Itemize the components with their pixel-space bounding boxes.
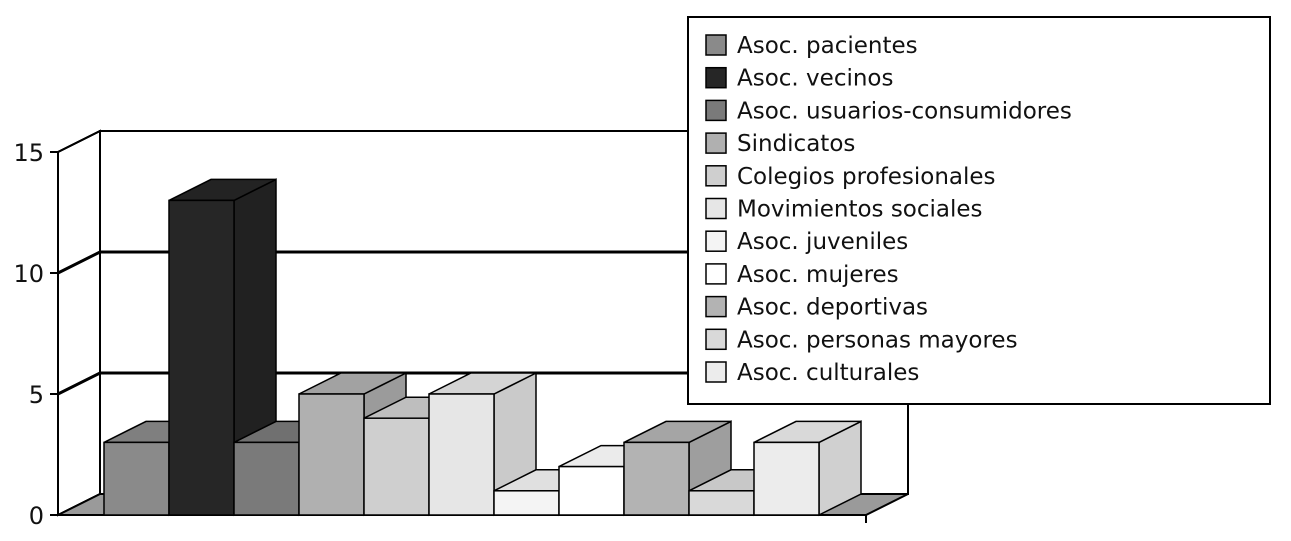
bar-front xyxy=(753,441,820,516)
legend: Asoc. pacientes Asoc. vecinos Asoc. usuari… xyxy=(687,16,1271,405)
legend-item: Asoc. culturales xyxy=(705,360,919,386)
legend-item: Asoc. deportivas xyxy=(705,295,928,321)
bar-front xyxy=(168,199,235,516)
bar-front xyxy=(558,465,625,516)
legend-label: Sindicatos xyxy=(737,131,855,157)
legend-box xyxy=(687,16,1271,405)
legend-swatch xyxy=(705,295,727,318)
legend-swatch xyxy=(705,165,727,187)
legend-label: Asoc. culturales xyxy=(737,360,919,386)
legend-item: Asoc. vecinos xyxy=(705,66,894,92)
y-tick-label: 5 xyxy=(29,381,44,409)
legend-item: Movimientos sociales xyxy=(705,197,983,223)
gridline xyxy=(57,250,908,275)
legend-label: Asoc. pacientes xyxy=(737,33,918,59)
legend-label: Asoc. usuarios-consumidores xyxy=(737,98,1072,124)
bar-front xyxy=(688,490,755,516)
bars xyxy=(103,178,862,517)
y-tick-label: 15 xyxy=(13,139,44,167)
legend-label: Asoc. mujeres xyxy=(737,262,899,288)
gridline xyxy=(57,371,908,396)
bar-front xyxy=(493,490,560,516)
bar-front xyxy=(103,441,170,516)
legend-item: Asoc. mujeres xyxy=(705,262,899,288)
legend-label: Asoc. deportivas xyxy=(737,295,928,321)
bar-front xyxy=(363,417,430,516)
bar-front xyxy=(623,441,690,516)
legend-swatch xyxy=(705,197,727,220)
legend-item: Asoc. personas mayores xyxy=(705,327,1018,353)
legend-item: Colegios profesionales xyxy=(705,164,996,190)
bar-front xyxy=(298,393,365,516)
side-wall xyxy=(57,129,101,517)
legend-label: Asoc. juveniles xyxy=(737,229,908,255)
legend-label: Asoc. vecinos xyxy=(737,66,894,92)
gridlines xyxy=(57,130,908,396)
legend-swatch xyxy=(705,34,727,56)
legend-label: Colegios profesionales xyxy=(737,164,996,190)
bar xyxy=(753,420,862,517)
legend-swatch xyxy=(705,263,727,285)
gridline xyxy=(57,130,908,153)
legend-swatch xyxy=(705,66,727,89)
legend-swatch xyxy=(705,328,727,351)
y-tick-label: 0 xyxy=(29,502,44,530)
legend-item: Asoc. juveniles xyxy=(705,229,908,255)
bar-front xyxy=(428,393,495,516)
legend-swatch xyxy=(705,99,727,122)
legend-swatch xyxy=(705,361,727,383)
legend-label: Movimientos sociales xyxy=(737,197,983,223)
bar-front xyxy=(233,441,300,516)
legend-item: Asoc. usuarios-consumidores xyxy=(705,98,1072,124)
legend-label: Asoc. personas mayores xyxy=(737,327,1018,353)
legend-swatch xyxy=(705,230,727,252)
legend-item: Asoc. pacientes xyxy=(705,33,918,59)
legend-item: Sindicatos xyxy=(705,131,855,157)
y-tick-label: 10 xyxy=(13,260,44,288)
legend-swatch xyxy=(705,132,727,154)
